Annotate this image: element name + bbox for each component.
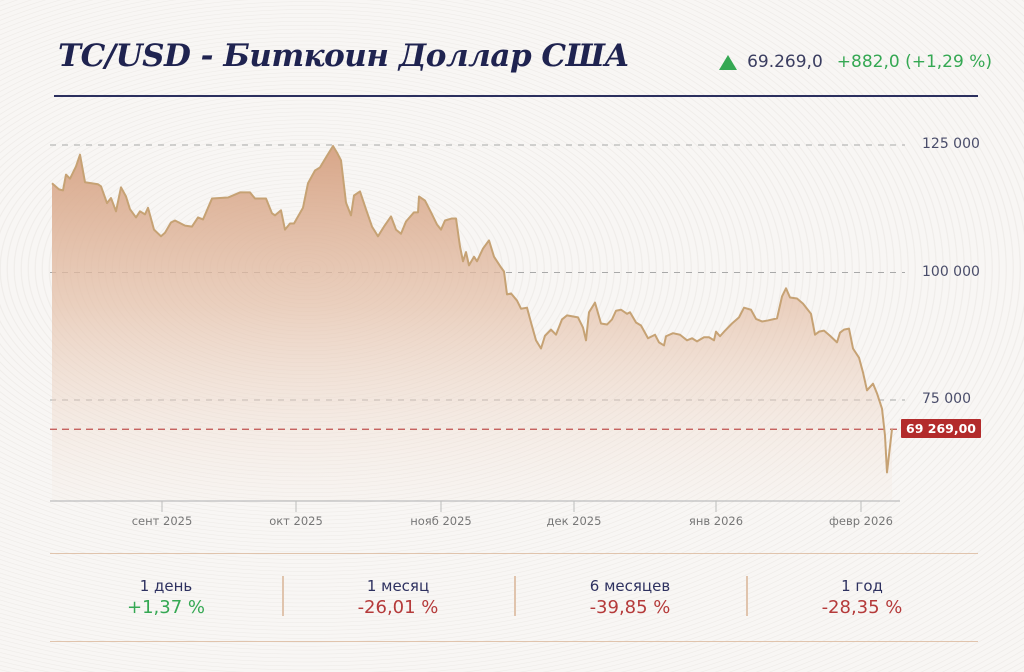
stat-1-year: 1 год -28,35 %	[746, 554, 978, 641]
x-tick-label: дек 2025	[546, 514, 602, 528]
x-tick-label: сент 2025	[131, 514, 193, 528]
stat-value: -39,85 %	[589, 597, 671, 618]
stat-label: 6 месяцев	[589, 577, 671, 595]
stat-1-month: 1 месяц -26,01 %	[282, 554, 514, 641]
price-change: +882,0 (+1,29 %)	[836, 52, 992, 72]
stat-6-months: 6 месяцев -39,85 %	[514, 554, 746, 641]
y-tick-label: 75 000	[922, 391, 971, 407]
x-tick-label: янв 2026	[688, 514, 744, 528]
stat-value: -26,01 %	[357, 597, 439, 618]
performance-stats: 1 день +1,37 % 1 месяц -26,01 % 6 месяце…	[50, 553, 978, 642]
y-tick-label: 100 000	[922, 263, 980, 280]
x-tick-label: нояб 2025	[410, 514, 472, 528]
y-tick-label: 125 000	[922, 136, 980, 152]
stat-label: 1 год	[841, 577, 883, 595]
stat-value: -28,35 %	[821, 597, 903, 618]
stat-value: +1,37 %	[127, 597, 205, 618]
up-triangle-icon	[719, 54, 738, 70]
current-price-badge: 69 269,00	[901, 419, 981, 438]
stat-label: 1 день	[139, 577, 193, 595]
price-line	[51, 145, 893, 474]
page-title: TC/USD - Биткоин Доллар США	[58, 38, 630, 74]
title-divider	[54, 95, 978, 97]
stat-1-day: 1 день +1,37 %	[50, 554, 282, 641]
x-tick-label: окт 2025	[269, 514, 323, 528]
quote-summary: 69.269,0 +882,0 (+1,29 %)	[719, 52, 992, 72]
x-axis-ticks	[161, 501, 862, 512]
x-tick-label: февр 2026	[829, 514, 893, 528]
stat-label: 1 месяц	[366, 577, 430, 595]
price-area	[52, 146, 892, 500]
current-price: 69.269,0	[747, 52, 823, 72]
